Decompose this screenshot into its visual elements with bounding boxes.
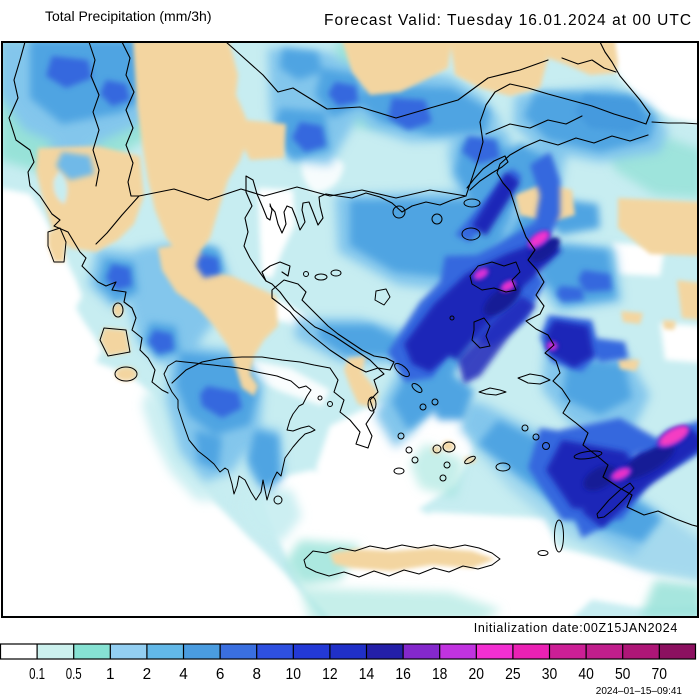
svg-text:50: 50 (615, 666, 631, 683)
svg-text:0.1: 0.1 (29, 666, 45, 683)
svg-text:8: 8 (252, 666, 261, 683)
svg-text:4: 4 (179, 666, 188, 683)
svg-text:2: 2 (143, 666, 152, 683)
svg-text:Total Precipitation (mm/3h): Total Precipitation (mm/3h) (45, 8, 212, 24)
svg-text:Initialization date:00Z15JAN20: Initialization date:00Z15JAN2024 (474, 621, 678, 635)
svg-text:12: 12 (322, 666, 338, 683)
svg-text:18: 18 (432, 666, 448, 683)
svg-text:14: 14 (359, 666, 375, 683)
svg-text:0.5: 0.5 (66, 666, 82, 683)
svg-text:Forecast Valid: Tuesday 16.01: Forecast Valid: Tuesday 16.01.2024 at 00… (324, 12, 692, 29)
svg-text:40: 40 (578, 666, 594, 683)
svg-text:2024–01–15–09:41: 2024–01–15–09:41 (596, 686, 683, 697)
svg-text:20: 20 (469, 666, 485, 683)
svg-text:25: 25 (505, 666, 521, 683)
svg-text:70: 70 (652, 666, 668, 683)
svg-text:10: 10 (286, 666, 302, 683)
svg-text:16: 16 (395, 666, 411, 683)
svg-text:30: 30 (542, 666, 558, 683)
svg-text:1: 1 (106, 666, 115, 683)
svg-text:6: 6 (216, 666, 225, 683)
